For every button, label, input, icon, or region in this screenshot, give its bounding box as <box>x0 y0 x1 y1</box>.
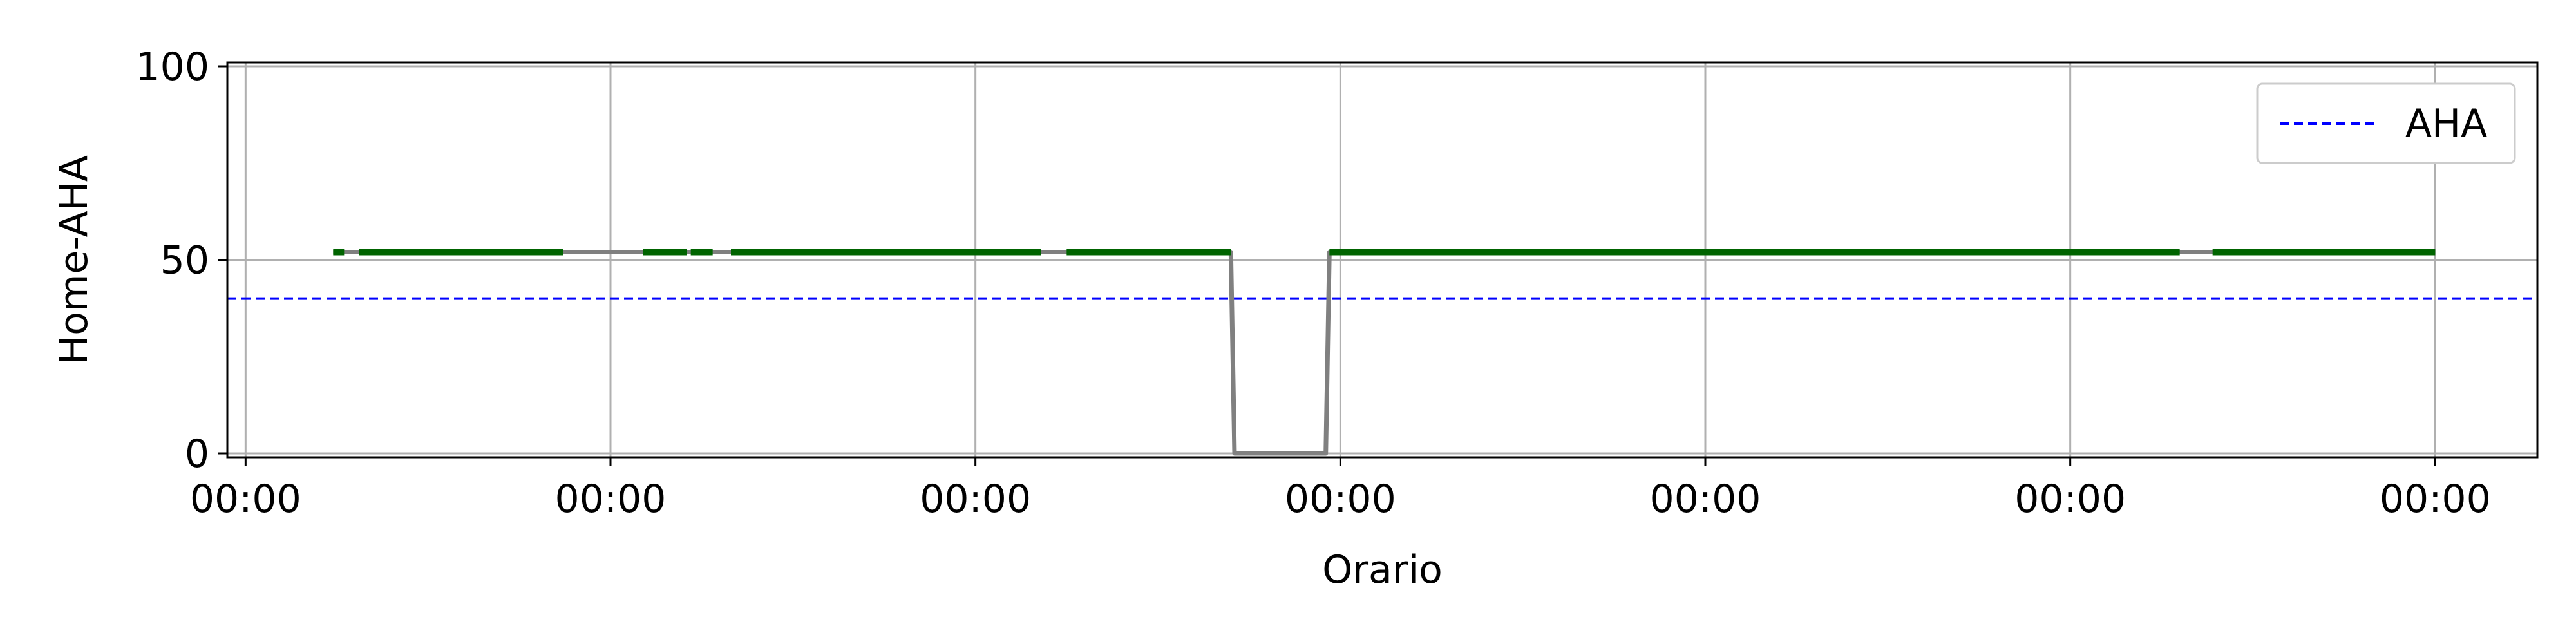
y-tick-label: 0 <box>185 431 209 477</box>
x-tick-label: 00:00 <box>2380 477 2491 522</box>
y-tick-label: 50 <box>160 238 209 283</box>
ticks-layer: 00:00 00:00 00:00 00:00 00:00 00:00 00:0005010… <box>135 44 2490 522</box>
x-tick-label: 00:00 <box>555 477 667 522</box>
x-tick-label: 00:00 <box>920 477 1031 522</box>
x-tick-label: 00:00 <box>1285 477 1396 522</box>
y-tick-label: 100 <box>135 44 209 90</box>
legend-label-aha: AHA <box>2405 101 2487 146</box>
y-axis-label: Home-AHA <box>52 155 97 365</box>
x-axis-label: Orario <box>1322 547 1443 592</box>
x-tick-label: 00:00 <box>1650 477 1761 522</box>
x-tick-label: 00:00 <box>190 477 301 522</box>
x-tick-label: 00:00 <box>2014 477 2126 522</box>
legend-box <box>2256 82 2516 164</box>
grid <box>227 62 2537 457</box>
legend: AHA <box>2256 82 2516 164</box>
